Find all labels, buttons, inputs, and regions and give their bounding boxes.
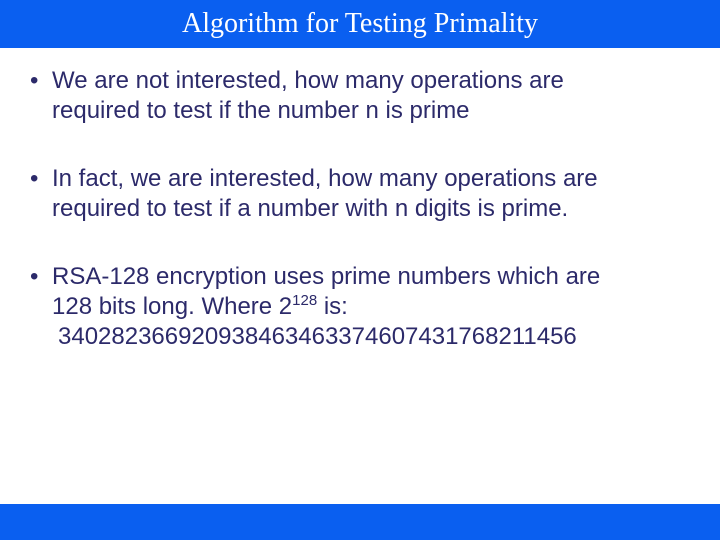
bullet-marker: •	[28, 164, 52, 194]
bullet-text-line: RSA-128 encryption uses prime numbers wh…	[52, 262, 600, 292]
slide-content: • We are not interested, how many operat…	[0, 48, 720, 352]
bullet-marker: •	[28, 262, 52, 292]
bullet-text-line: In fact, we are interested, how many ope…	[52, 164, 598, 194]
bottom-bar	[0, 504, 720, 540]
bullet-item: • RSA-128 encryption uses prime numbers …	[28, 262, 692, 352]
slide-title: Algorithm for Testing Primality	[182, 8, 538, 40]
bullet-text-line: We are not interested, how many operatio…	[52, 66, 564, 96]
bullet-marker: •	[28, 66, 52, 96]
line-part: 128 bits long. Where 2	[52, 293, 292, 320]
bullet-item: • In fact, we are interested, how many o…	[28, 164, 692, 224]
superscript: 128	[292, 292, 317, 309]
title-bar: Algorithm for Testing Primality	[0, 0, 720, 48]
bullet-text-line: required to test if a number with n digi…	[52, 194, 568, 224]
line-part: is:	[317, 293, 348, 320]
bullet-text-line: 128 bits long. Where 2128 is:	[52, 292, 348, 322]
bullet-item: • We are not interested, how many operat…	[28, 66, 692, 126]
bullet-text-line: required to test if the number n is prim…	[52, 96, 470, 126]
bullet-sub-line: 340282366920938463463374607431768211456	[28, 322, 692, 352]
